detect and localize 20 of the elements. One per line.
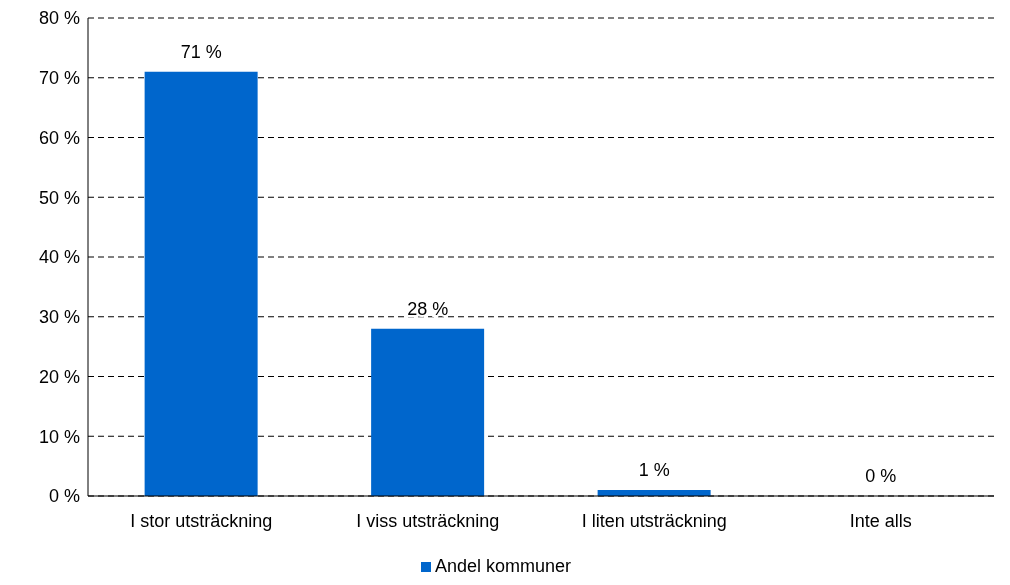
y-tick-label: 20 %	[38, 366, 80, 387]
y-tick-label: 30 %	[38, 307, 80, 328]
y-tick-label: 0 %	[48, 486, 80, 507]
y-tick-label: 80 %	[38, 8, 80, 29]
data-label: 1 %	[638, 460, 670, 481]
x-tick-label: Inte alls	[849, 510, 912, 531]
data-label: 28 %	[407, 298, 449, 319]
y-tick-label: 60 %	[38, 127, 80, 148]
bar	[144, 71, 258, 496]
x-tick-label: I liten utsträckning	[581, 510, 727, 531]
y-tick-label: 40 %	[38, 247, 80, 268]
data-label: 0 %	[865, 466, 897, 486]
x-tick-label: I viss utsträckning	[356, 510, 500, 531]
data-label: 71 %	[180, 41, 222, 62]
y-tick-label: 50 %	[38, 187, 80, 208]
bar	[371, 328, 485, 496]
y-tick-label: 70 %	[38, 68, 80, 89]
x-tick-label: I stor utsträckning	[130, 510, 273, 531]
y-tick-label: 10 %	[38, 426, 80, 447]
legend-label: Andel kommuner	[434, 556, 572, 576]
